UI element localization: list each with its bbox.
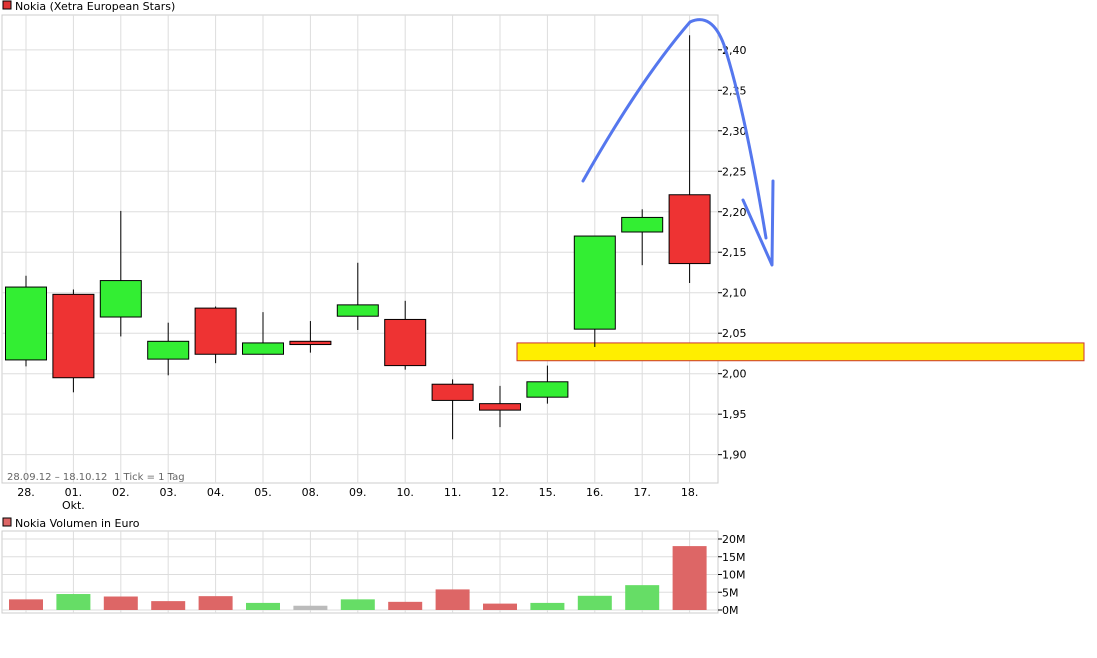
date-label: 10. xyxy=(396,486,414,499)
price-tick-label: 1,95 xyxy=(722,408,747,421)
volume-tick-label: 0M xyxy=(722,604,739,617)
price-tick-label: 2,35 xyxy=(722,84,747,97)
support-band xyxy=(516,342,1085,362)
chart-title: Nokia (Xetra European Stars) xyxy=(15,0,175,13)
price-tick-label: 2,20 xyxy=(722,206,747,219)
price-tick-label: 2,10 xyxy=(722,287,747,300)
date-label: 02. xyxy=(112,486,130,499)
date-label: 05. xyxy=(254,486,272,499)
title-legend-swatch xyxy=(2,0,12,10)
volume-bar xyxy=(151,601,186,610)
date-label: 01. xyxy=(65,486,83,499)
freehand-arrow-annotation xyxy=(581,18,775,267)
date-label: 11. xyxy=(444,486,462,499)
date-label: 03. xyxy=(159,486,177,499)
date-label: 15. xyxy=(539,486,557,499)
price-tick-label: 2,00 xyxy=(722,368,747,381)
volume-legend-swatch xyxy=(2,517,12,527)
volume-bar xyxy=(577,595,612,610)
volume-bar xyxy=(246,602,280,610)
volume-tick-label: 5M xyxy=(722,586,739,599)
date-label: 17. xyxy=(633,486,651,499)
candle-body xyxy=(5,286,47,361)
volume-bar xyxy=(530,602,565,610)
price-panel: Nokia (Xetra European Stars) 1,90 1,95 2,0… xyxy=(1,0,1085,512)
volume-axis-ticks: 0M 5M 10M 15M 20M xyxy=(718,533,746,617)
candle-body xyxy=(99,280,142,318)
candle-body xyxy=(52,293,95,379)
date-label: 28. xyxy=(17,486,35,499)
volume-bar xyxy=(9,599,43,610)
candle-body xyxy=(384,318,427,367)
candle-body xyxy=(147,340,190,360)
volume-panel: Nokia Volumen in Euro 0M 5M 10M 15M 20M xyxy=(1,517,746,617)
volume-bar xyxy=(483,603,517,610)
volume-bar xyxy=(388,601,423,610)
date-label: 04. xyxy=(207,486,225,499)
volume-bar xyxy=(672,546,707,610)
date-axis-labels: 28. 01.Okt. 02. 03. 04. 05. 08. 09. 10. 11. 12. 15.… xyxy=(17,486,698,512)
volume-bar xyxy=(293,605,328,610)
price-tick-label: 2,25 xyxy=(722,165,747,178)
volume-title: Nokia Volumen in Euro xyxy=(15,517,140,530)
price-tick-label: 1,90 xyxy=(722,449,747,462)
date-label: 18. xyxy=(681,486,699,499)
candle-body xyxy=(194,307,237,355)
candle-body xyxy=(668,194,711,265)
candles xyxy=(5,35,711,440)
date-label: 08. xyxy=(302,486,320,499)
month-label: Okt. xyxy=(62,499,85,512)
volume-bar xyxy=(56,594,91,610)
candle-body xyxy=(573,235,616,330)
date-range-label: 28.09.12 – 18.10.12 xyxy=(7,472,107,483)
candle-body xyxy=(526,381,569,398)
price-axis-ticks: 1,90 1,95 2,00 2,05 2,10 2,15 2,20 2,25 2,30 2,35… xyxy=(718,44,747,462)
volume-bar xyxy=(435,589,470,610)
date-label: 09. xyxy=(349,486,367,499)
candle-body xyxy=(621,216,664,233)
date-label: 16. xyxy=(586,486,604,499)
support-band-layer xyxy=(516,342,1085,362)
price-tick-label: 2,30 xyxy=(722,125,747,138)
tick-interval-label: 1 Tick = 1 Tag xyxy=(114,472,185,483)
candle-body xyxy=(289,340,332,346)
volume-bar xyxy=(625,585,660,610)
volume-bars xyxy=(9,546,707,610)
volume-tick-label: 10M xyxy=(722,569,746,582)
volume-bar xyxy=(103,596,138,610)
candle-body xyxy=(242,342,284,355)
price-tick-label: 2,15 xyxy=(722,246,747,259)
candle-body xyxy=(336,304,379,317)
date-label: 12. xyxy=(491,486,509,499)
candle-body xyxy=(479,403,521,411)
candle-body xyxy=(431,383,474,401)
volume-tick-label: 15M xyxy=(722,551,746,564)
volume-tick-label: 20M xyxy=(722,533,746,546)
volume-bar xyxy=(340,599,375,610)
volume-bar xyxy=(198,596,233,610)
price-tick-label: 2,05 xyxy=(722,327,747,340)
